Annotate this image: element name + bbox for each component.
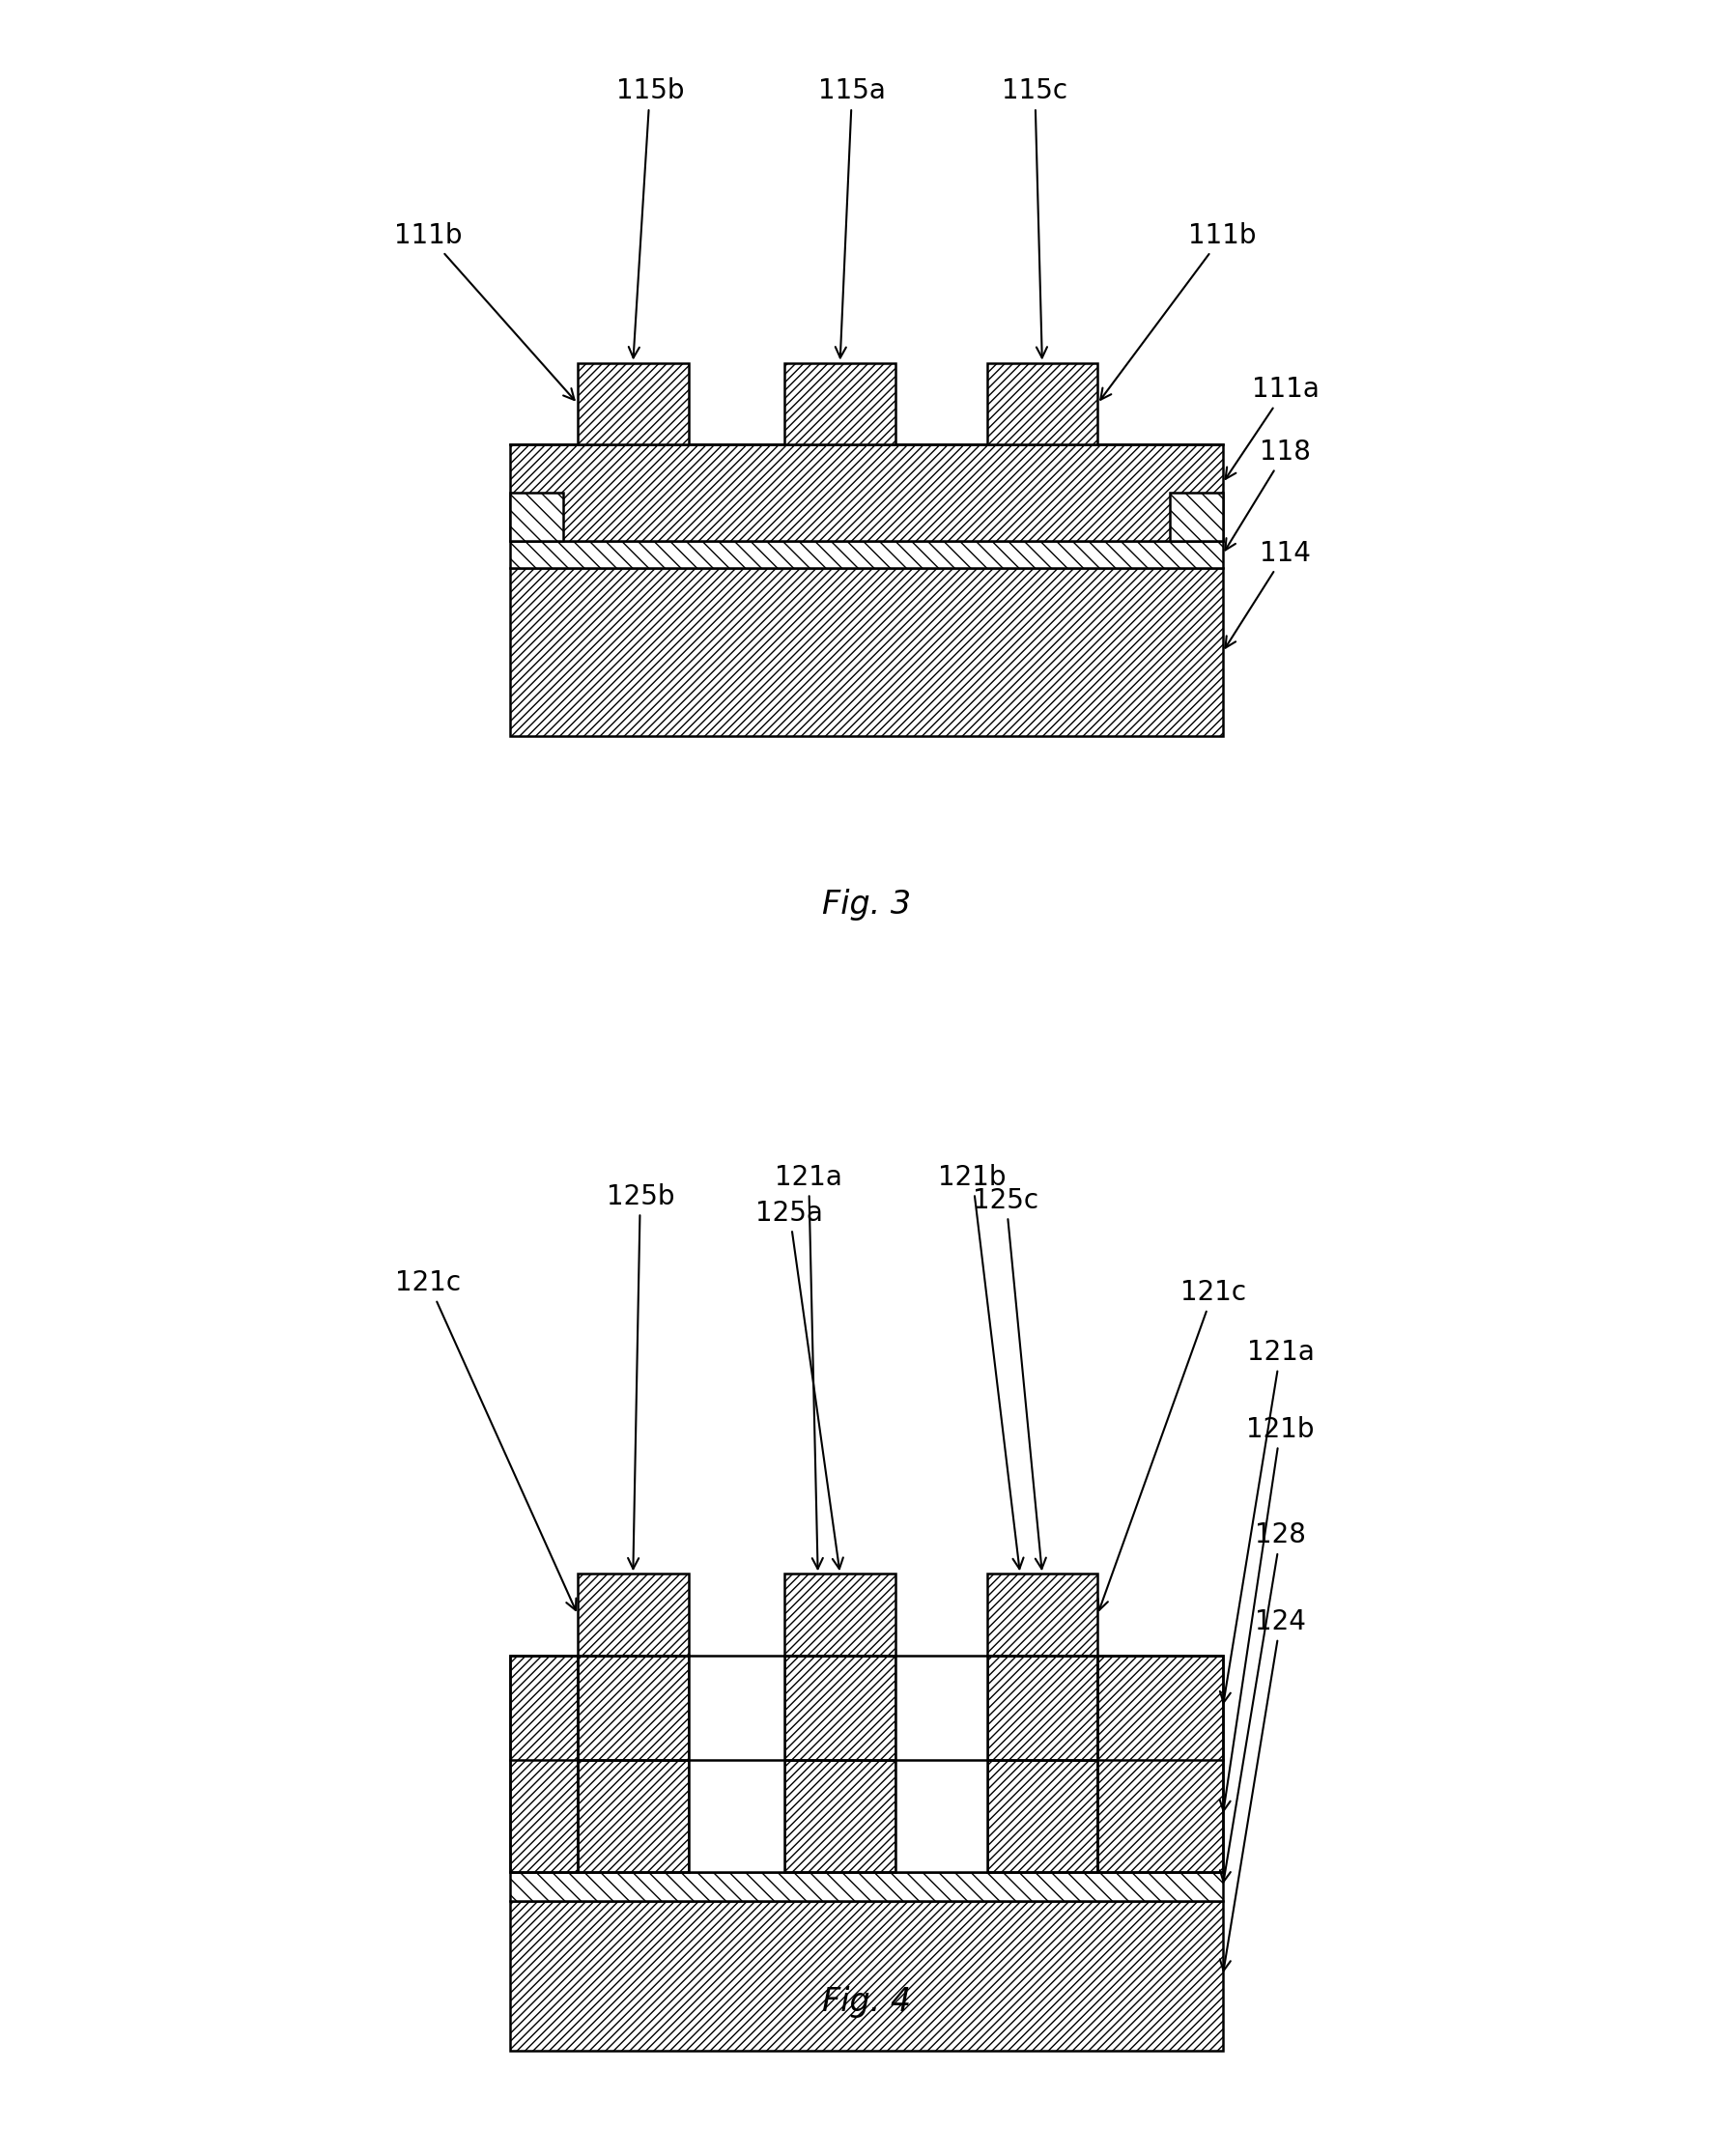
Bar	[896, 1656, 986, 1871]
Text: 118: 118	[1225, 438, 1310, 550]
Text: Fig. 4: Fig. 4	[821, 1986, 912, 2018]
Text: 121c: 121c	[1097, 1279, 1246, 1611]
Text: 111a: 111a	[1225, 375, 1319, 479]
Bar	[1170, 494, 1223, 541]
Bar	[510, 1656, 577, 1871]
Bar	[986, 362, 1097, 444]
Bar	[510, 1902, 1223, 2050]
Bar	[510, 567, 1223, 735]
Bar	[510, 444, 1223, 541]
Text: 115a: 115a	[818, 78, 886, 358]
Bar	[986, 1656, 1097, 1759]
Bar	[1097, 1656, 1223, 1871]
Bar	[510, 494, 563, 541]
Text: 125a: 125a	[756, 1199, 844, 1570]
Bar	[785, 1759, 896, 1871]
Text: 121b: 121b	[938, 1164, 1024, 1570]
Bar	[577, 362, 688, 444]
Text: 124: 124	[1220, 1608, 1307, 1971]
Text: 114: 114	[1225, 539, 1310, 647]
Bar	[785, 1574, 896, 1656]
Bar	[510, 1656, 1223, 1871]
Text: Fig. 3: Fig. 3	[821, 888, 912, 921]
Bar	[785, 1656, 896, 1759]
Bar	[785, 362, 896, 444]
Text: 121a: 121a	[775, 1164, 842, 1570]
Text: 121a: 121a	[1220, 1339, 1314, 1703]
Bar	[510, 1871, 1223, 1902]
Bar	[688, 1656, 785, 1871]
Text: 111b: 111b	[395, 222, 574, 401]
Bar	[577, 1574, 688, 1656]
Text: 121b: 121b	[1220, 1416, 1315, 1811]
Bar	[510, 541, 1223, 567]
Bar	[986, 1574, 1097, 1656]
Text: 115c: 115c	[1002, 78, 1068, 358]
Text: 121c: 121c	[395, 1270, 575, 1611]
Text: 115b: 115b	[615, 78, 685, 358]
Text: 111b: 111b	[1100, 222, 1256, 399]
Text: 128: 128	[1220, 1522, 1307, 1882]
Bar	[1170, 494, 1223, 541]
Bar	[577, 1759, 688, 1871]
Bar	[510, 494, 563, 541]
Bar	[986, 1759, 1097, 1871]
Text: 125c: 125c	[974, 1186, 1047, 1570]
Bar	[577, 1656, 688, 1759]
Text: 125b: 125b	[607, 1184, 674, 1570]
